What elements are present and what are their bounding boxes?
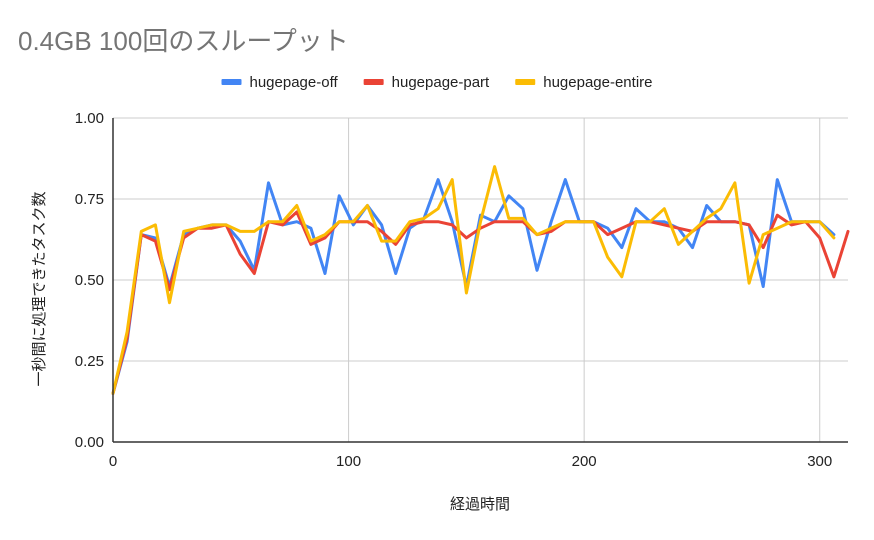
legend-swatch <box>363 79 384 85</box>
x-tick-label: 200 <box>572 453 597 470</box>
y-axis-label: 一秒間に処理できたタスク数 <box>30 191 48 386</box>
series-line-hugepage-entire <box>111 165 836 395</box>
x-tick-label: 300 <box>807 453 832 470</box>
y-tick-label: 0.75 <box>75 191 104 208</box>
legend-item-hugepage-entire: hugepage-entire <box>515 74 653 91</box>
legend-swatch <box>515 79 536 85</box>
series-line-hugepage-part <box>111 210 850 395</box>
y-tick-label: 0.00 <box>75 434 104 451</box>
x-axis-label: 経過時間 <box>450 495 510 513</box>
legend-label: hugepage-part <box>392 74 490 91</box>
legend-item-hugepage-part: hugepage-part <box>363 74 490 91</box>
axes <box>112 118 848 443</box>
legend: hugepage-off hugepage-part hugepage-entire <box>221 74 653 91</box>
y-tick-label: 0.25 <box>75 353 104 370</box>
legend-swatch <box>221 79 242 85</box>
y-tick-label: 1.00 <box>75 110 104 127</box>
series-lines <box>111 165 850 395</box>
legend-label: hugepage-entire <box>543 74 652 91</box>
x-tick-label: 100 <box>336 453 361 470</box>
tick-labels: 0.00 0.25 0.50 0.75 1.00 0 100 200 300 <box>75 110 832 470</box>
legend-label: hugepage-off <box>250 74 339 91</box>
legend-item-hugepage-off: hugepage-off <box>221 74 339 91</box>
y-tick-label: 0.50 <box>75 272 104 289</box>
chart-title: 0.4GB 100回のスループット <box>18 26 349 56</box>
grid-lines <box>113 117 848 442</box>
x-tick-label: 0 <box>109 453 117 470</box>
